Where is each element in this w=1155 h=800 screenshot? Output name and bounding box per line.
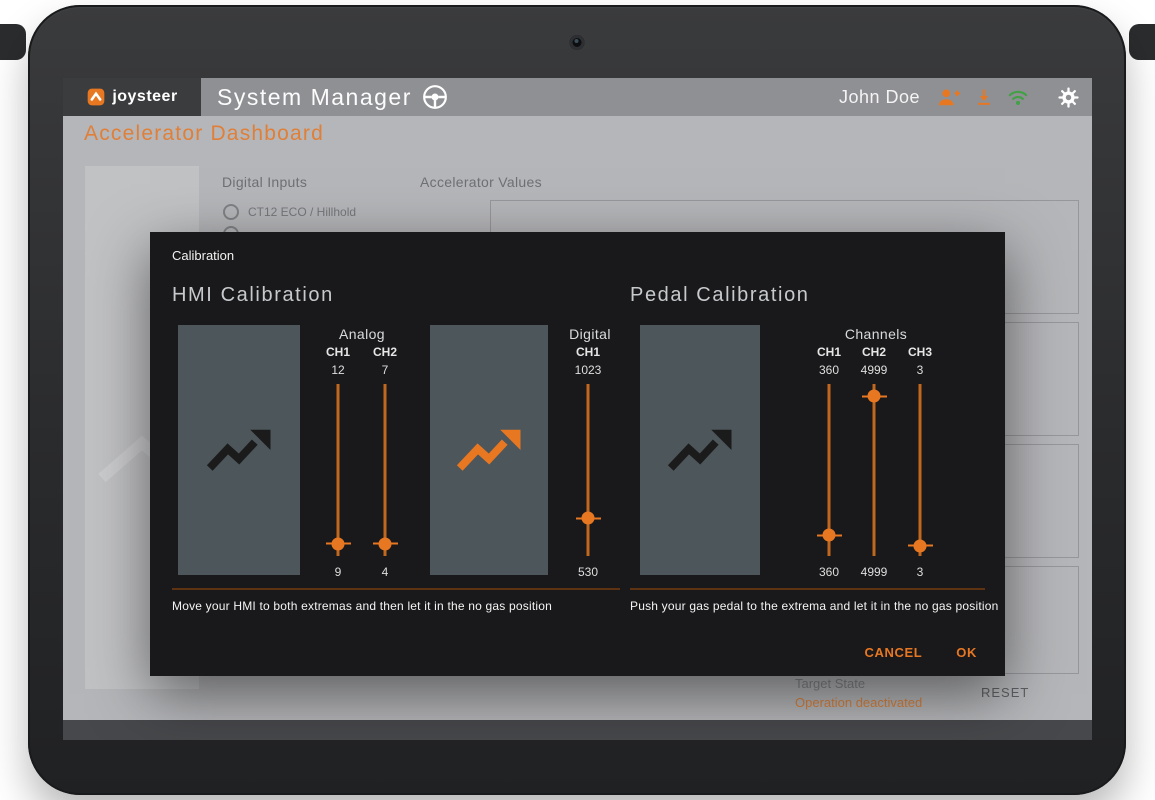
user-name: John Doe bbox=[838, 86, 920, 107]
slider-thumb[interactable] bbox=[822, 528, 836, 542]
trend-up-icon-active bbox=[456, 429, 521, 471]
digital-inputs-label: Digital Inputs bbox=[222, 174, 308, 190]
slider-track-line bbox=[872, 384, 876, 556]
slider-analog-ch1: CH1 12 9 bbox=[313, 344, 363, 579]
slider-track-line bbox=[336, 384, 340, 556]
hmi-calibration-heading: HMI Calibration bbox=[172, 284, 334, 306]
slider-top-value: 1023 bbox=[574, 363, 602, 377]
slider-thumb[interactable] bbox=[913, 539, 927, 553]
slider-top-value: 3 bbox=[916, 363, 924, 377]
joysteer-logo-text: joysteer bbox=[112, 88, 178, 105]
dialog-actions: CANCEL OK bbox=[859, 637, 983, 668]
joysteer-logo-icon bbox=[87, 88, 105, 106]
app-topbar: joysteer System Manager John Doe bbox=[63, 78, 1092, 116]
add-user-icon[interactable] bbox=[937, 86, 961, 108]
slider-top-value: 12 bbox=[331, 363, 345, 377]
channel-label: CH1 bbox=[575, 345, 600, 359]
calibration-dialog: Calibration HMI Calibration Pedal Calibr… bbox=[150, 232, 1005, 676]
channel-label: CH2 bbox=[372, 345, 397, 359]
pedal-preview bbox=[640, 325, 760, 575]
slider-top-value: 360 bbox=[818, 363, 840, 377]
slider-track-line bbox=[918, 384, 922, 556]
radio-option-label: CT12 ECO / Hillhold bbox=[248, 205, 357, 219]
slider-pedal-ch2: CH2 4999 4999 bbox=[849, 344, 899, 579]
target-state-label: Target State bbox=[795, 676, 866, 691]
slider-thumb[interactable] bbox=[867, 389, 881, 403]
slider-pedal-ch3: CH3 3 3 bbox=[895, 344, 945, 579]
connection-status-icon bbox=[1008, 90, 1028, 105]
joysteer-logo: joysteer bbox=[63, 78, 201, 116]
channel-label: CH3 bbox=[907, 345, 932, 359]
page-title: Accelerator Dashboard bbox=[84, 122, 324, 145]
background-object-right bbox=[1129, 24, 1155, 60]
trend-up-icon bbox=[667, 429, 732, 471]
slider-track[interactable] bbox=[895, 384, 945, 556]
download-icon[interactable] bbox=[974, 87, 994, 107]
pedal-section-divider bbox=[630, 588, 985, 590]
channel-label: CH2 bbox=[861, 345, 886, 359]
app-title: System Manager bbox=[217, 83, 412, 110]
settings-gear-icon[interactable] bbox=[1058, 86, 1079, 108]
dialog-title: Calibration bbox=[172, 248, 235, 263]
slider-bottom-value: 4999 bbox=[860, 565, 888, 579]
pedal-calibration-heading: Pedal Calibration bbox=[630, 284, 810, 306]
hmi-analog-preview bbox=[178, 325, 300, 575]
ok-button[interactable]: OK bbox=[950, 637, 983, 668]
digital-group-label: Digital bbox=[569, 326, 611, 342]
slider-thumb[interactable] bbox=[378, 537, 392, 551]
slider-track[interactable] bbox=[563, 384, 613, 556]
topbar-right-cluster: John Doe bbox=[839, 86, 1092, 108]
slider-pedal-ch1: CH1 360 360 bbox=[804, 344, 854, 579]
slider-track-line bbox=[586, 384, 590, 556]
cancel-button[interactable]: CANCEL bbox=[859, 637, 929, 668]
slider-bottom-value: 530 bbox=[577, 565, 599, 579]
slider-thumb[interactable] bbox=[581, 511, 595, 525]
reset-button[interactable]: RESET bbox=[975, 679, 1035, 706]
slider-bottom-value: 4 bbox=[381, 565, 389, 579]
pedal-instruction: Push your gas pedal to the extrema and l… bbox=[630, 599, 999, 613]
slider-bottom-value: 360 bbox=[818, 565, 840, 579]
slider-track[interactable] bbox=[849, 384, 899, 556]
slider-track-line bbox=[383, 384, 387, 556]
front-camera bbox=[569, 35, 585, 50]
steering-wheel-icon bbox=[422, 85, 447, 109]
slider-bottom-value: 3 bbox=[916, 565, 924, 579]
channel-label: CH1 bbox=[816, 345, 841, 359]
slider-bottom-value: 9 bbox=[334, 565, 342, 579]
radio-button-icon[interactable] bbox=[223, 204, 239, 220]
target-state-value: Operation deactivated bbox=[795, 695, 923, 710]
channels-group-label: Channels bbox=[844, 326, 908, 342]
slider-digital-ch1: CH1 1023 530 bbox=[563, 344, 613, 579]
accelerator-values-label: Accelerator Values bbox=[420, 174, 542, 190]
tablet-frame: joysteer System Manager John Doe bbox=[28, 5, 1126, 795]
slider-track[interactable] bbox=[360, 384, 410, 556]
slider-thumb[interactable] bbox=[331, 537, 345, 551]
hmi-section-divider bbox=[172, 588, 620, 590]
slider-track[interactable] bbox=[804, 384, 854, 556]
analog-group-label: Analog bbox=[339, 326, 385, 342]
channel-label: CH1 bbox=[325, 345, 350, 359]
background-object-left bbox=[0, 24, 26, 60]
tablet-screen: joysteer System Manager John Doe bbox=[63, 78, 1092, 740]
trend-up-icon bbox=[206, 429, 271, 471]
slider-analog-ch2: CH2 7 4 bbox=[360, 344, 410, 579]
radio-option-ct12-eco[interactable]: CT12 ECO / Hillhold bbox=[223, 204, 356, 220]
hmi-digital-preview bbox=[430, 325, 548, 575]
hmi-instruction: Move your HMI to both extremas and then … bbox=[172, 599, 552, 613]
slider-top-value: 7 bbox=[381, 363, 389, 377]
slider-top-value: 4999 bbox=[860, 363, 888, 377]
slider-track[interactable] bbox=[313, 384, 363, 556]
slider-track-line bbox=[827, 384, 831, 556]
